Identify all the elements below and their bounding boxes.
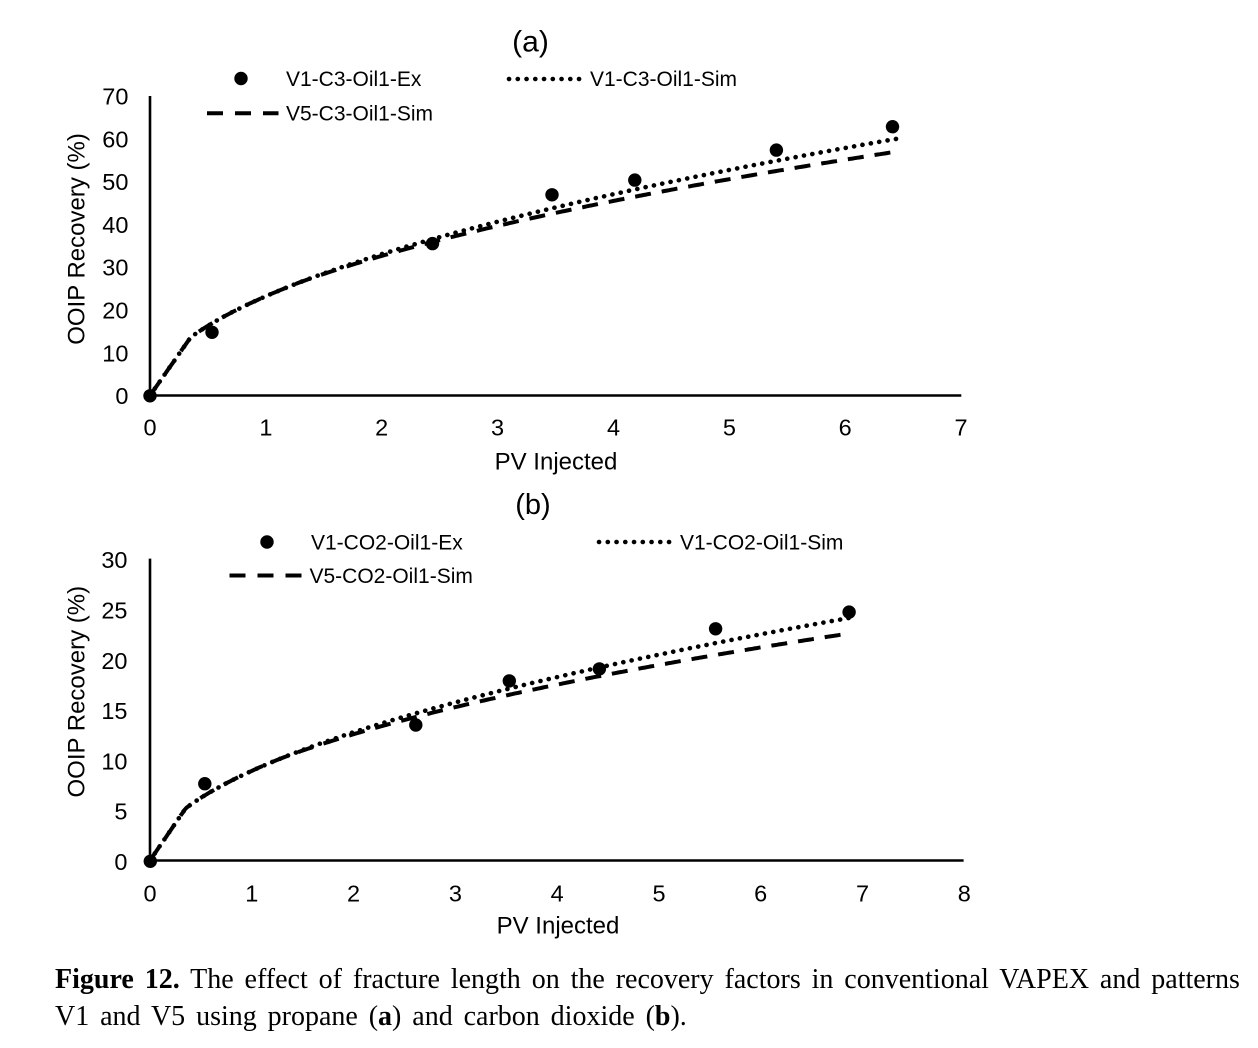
- svg-text:50: 50: [102, 169, 128, 195]
- svg-text:1: 1: [245, 881, 258, 907]
- svg-text:30: 30: [102, 255, 128, 281]
- svg-text:1: 1: [259, 415, 272, 441]
- svg-text:5: 5: [723, 415, 736, 441]
- svg-text:20: 20: [102, 298, 128, 324]
- svg-text:0: 0: [114, 849, 127, 875]
- svg-text:15: 15: [101, 698, 127, 724]
- svg-text:PV Injected: PV Injected: [495, 448, 618, 475]
- svg-text:8: 8: [958, 881, 971, 907]
- svg-text:6: 6: [754, 881, 767, 907]
- svg-text:2: 2: [347, 881, 360, 907]
- svg-text:7: 7: [955, 415, 968, 441]
- svg-text:OOIP Recovery (%): OOIP Recovery (%): [64, 133, 91, 345]
- svg-text:4: 4: [551, 881, 564, 907]
- svg-text:0: 0: [143, 881, 156, 907]
- svg-text:60: 60: [102, 126, 128, 152]
- svg-text:0: 0: [115, 383, 128, 409]
- svg-text:3: 3: [491, 415, 504, 441]
- svg-text:V5-C3-Oil1-Sim: V5-C3-Oil1-Sim: [286, 103, 433, 126]
- svg-text:V1-C3-Oil1-Sim: V1-C3-Oil1-Sim: [590, 68, 737, 91]
- svg-text:4: 4: [607, 415, 620, 441]
- svg-text:10: 10: [101, 748, 127, 774]
- svg-text:25: 25: [101, 598, 127, 624]
- svg-text:(a): (a): [512, 25, 549, 58]
- svg-text:5: 5: [114, 799, 127, 825]
- svg-text:10: 10: [102, 340, 128, 366]
- svg-text:0: 0: [143, 415, 156, 441]
- svg-text:3: 3: [449, 881, 462, 907]
- svg-text:5: 5: [652, 881, 665, 907]
- svg-text:V1-CO2-Oil1-Ex: V1-CO2-Oil1-Ex: [311, 532, 463, 555]
- svg-text:V1-C3-Oil1-Ex: V1-C3-Oil1-Ex: [286, 68, 422, 91]
- svg-text:V1-CO2-Oil1-Sim: V1-CO2-Oil1-Sim: [680, 532, 843, 555]
- svg-text:20: 20: [101, 648, 127, 674]
- svg-text:40: 40: [102, 212, 128, 238]
- svg-text:2: 2: [375, 415, 388, 441]
- svg-text:70: 70: [102, 84, 128, 110]
- svg-text:6: 6: [839, 415, 852, 441]
- svg-text:OOIP Recovery (%): OOIP Recovery (%): [64, 586, 91, 798]
- svg-text:PV Injected: PV Injected: [497, 913, 620, 940]
- svg-text:30: 30: [101, 547, 127, 573]
- svg-text:(b): (b): [515, 489, 550, 521]
- svg-text:7: 7: [856, 881, 869, 907]
- svg-text:V5-CO2-Oil1-Sim: V5-CO2-Oil1-Sim: [310, 565, 473, 588]
